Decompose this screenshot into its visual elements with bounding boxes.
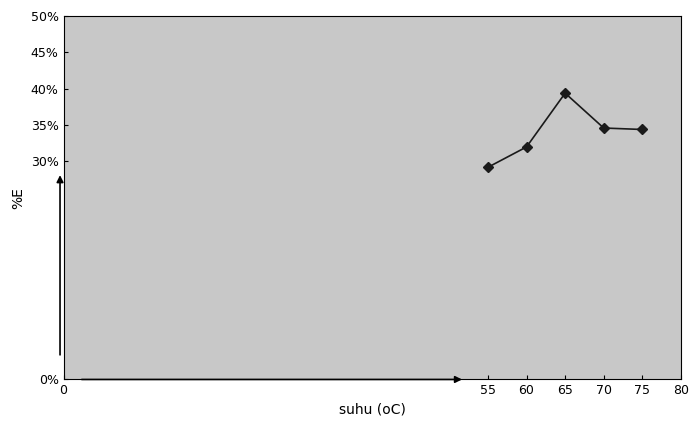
X-axis label: suhu (oC): suhu (oC) [339, 403, 405, 417]
Y-axis label: %E: %E [11, 187, 25, 209]
